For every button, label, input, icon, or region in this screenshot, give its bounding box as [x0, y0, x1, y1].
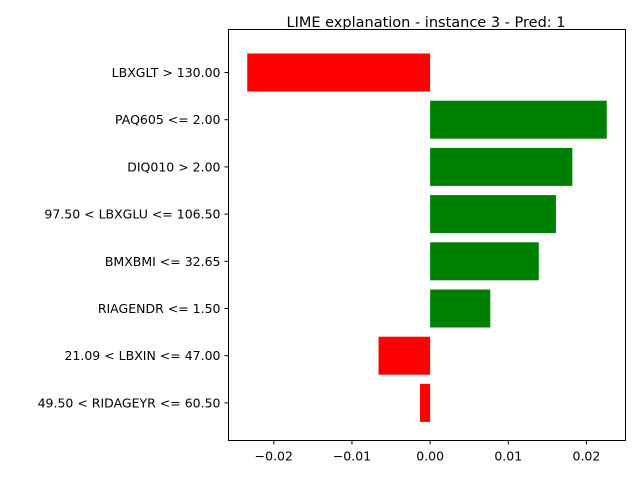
bar-7	[378, 336, 431, 375]
x-axis: −0.02 −0.01 0.00 0.01 0.02	[255, 440, 601, 464]
y-tick-label: 49.50 < RIDAGEYR <= 60.50	[38, 395, 221, 410]
y-tick-label: 21.09 < LBXIN <= 47.00	[64, 348, 220, 363]
y-tick-label: PAQ605 <= 2.00	[115, 112, 221, 127]
x-tick-label: −0.02	[255, 449, 293, 464]
bar-2	[430, 100, 607, 139]
y-tick-label: 97.50 < LBXGLU <= 106.50	[44, 207, 220, 222]
x-tick-label: −0.01	[333, 449, 371, 464]
y-tick-label: BMXBMI <= 32.65	[105, 254, 221, 269]
bars-group	[247, 53, 607, 422]
x-tick-label: 0.02	[573, 449, 601, 464]
bar-8	[419, 383, 431, 422]
plot-frame	[228, 29, 626, 441]
bar-4	[430, 195, 556, 234]
x-tick-label: 0.01	[494, 449, 522, 464]
bar-6	[430, 289, 491, 328]
y-tick-label: RIAGENDR <= 1.50	[98, 301, 221, 316]
y-tick-label: LBXGLT > 130.00	[112, 65, 221, 80]
bar-3	[430, 147, 573, 186]
chart-title: LIME explanation - instance 3 - Pred: 1	[287, 15, 566, 31]
bar-5	[430, 242, 539, 281]
y-tick-labels: LBXGLT > 130.00 PAQ605 <= 2.00 DIQ010 > 2.…	[38, 65, 229, 410]
y-tick-label: DIQ010 > 2.00	[127, 159, 220, 174]
x-tick-label: 0.00	[416, 449, 444, 464]
bar-1	[247, 53, 431, 92]
